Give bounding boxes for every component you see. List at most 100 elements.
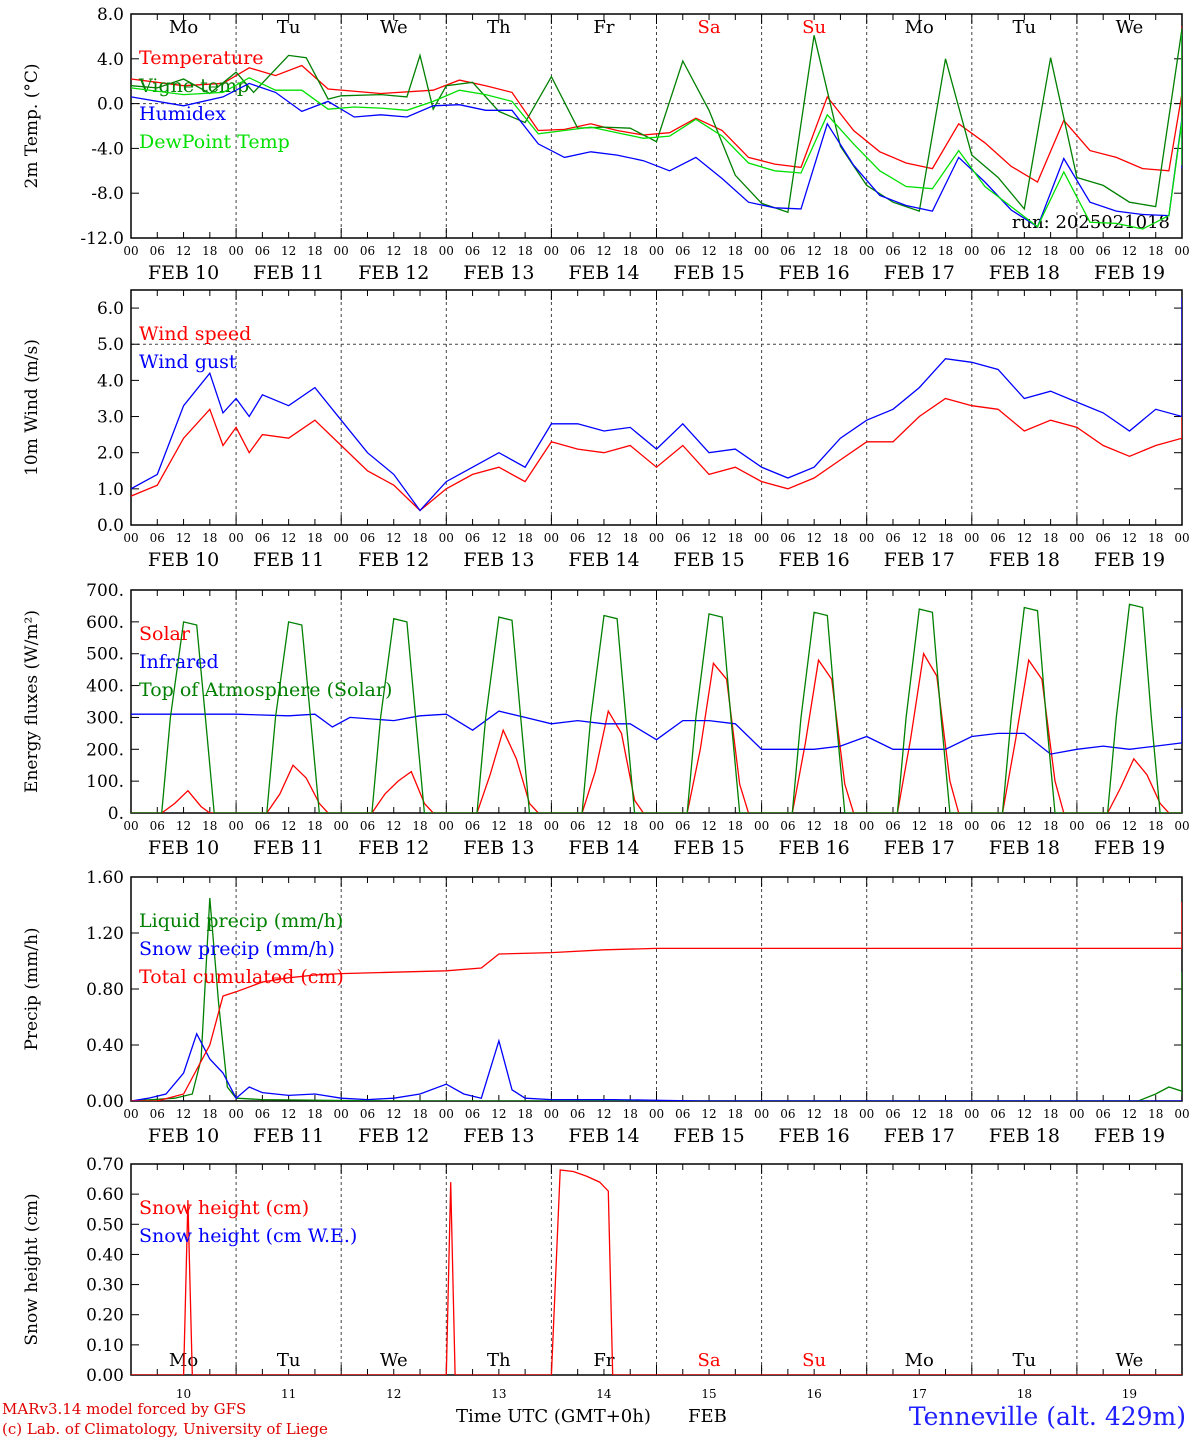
hour-tick-label: 18 — [412, 244, 427, 258]
hour-tick-label: 12 — [491, 1107, 506, 1121]
date-label: FEB 19 — [1094, 837, 1165, 859]
date-label: FEB 12 — [358, 262, 429, 284]
date-label: FEB 13 — [463, 262, 534, 284]
date-label: FEB 10 — [148, 1125, 219, 1147]
hour-tick-label: 00 — [228, 819, 243, 833]
hour-tick-label: 00 — [649, 244, 664, 258]
hour-tick-label: 12 — [701, 1107, 716, 1121]
hour-tick-label: 12 — [176, 819, 191, 833]
legend-entry: Solar — [139, 623, 191, 645]
date-label: FEB 15 — [673, 837, 744, 859]
hour-tick-label: 18 — [623, 531, 638, 545]
credit-line-2: (c) Lab. of Climatology, University of L… — [2, 1420, 328, 1438]
hour-tick-label: 06 — [1096, 244, 1111, 258]
y-tick-label: 400. — [86, 677, 124, 697]
hour-tick-label: 06 — [990, 531, 1005, 545]
hour-tick-label: 18 — [1148, 244, 1163, 258]
month-label: FEB — [688, 1406, 727, 1427]
y-tick-label: 8.0 — [97, 5, 124, 25]
y-tick-label: 1.60 — [86, 868, 124, 888]
day-name: We — [1116, 17, 1144, 38]
panel-3: 700. 600. 500. 400. 300. 200. 100. 0. Energy flu… — [22, 581, 1190, 859]
y-tick-label: 0.10 — [86, 1336, 124, 1356]
date-label: FEB 17 — [884, 837, 955, 859]
hour-tick-label: 18 — [202, 1107, 217, 1121]
hour-tick-label: 12 — [912, 1107, 927, 1121]
day-number: 11 — [281, 1387, 296, 1401]
hour-tick-label: 18 — [1148, 1107, 1163, 1121]
hour-tick-label: 06 — [570, 244, 585, 258]
y-tick-label: 1.0 — [97, 480, 124, 500]
hour-tick-label: 12 — [386, 244, 401, 258]
legend-entry: Total cumulated (cm) — [139, 966, 344, 988]
day-name: Tu — [1013, 17, 1037, 38]
hour-tick-label: 00 — [439, 531, 454, 545]
hour-tick-label: 00 — [964, 819, 979, 833]
hour-tick-label: 06 — [255, 244, 270, 258]
panel-1: 8.0 4.0 0.0 -4.0 -8.0 -12.0 2m Temp. (°C) 00 06 1… — [22, 5, 1190, 284]
y-tick-label: 0.0 — [97, 516, 124, 536]
hour-tick-label: 12 — [176, 531, 191, 545]
y-tick-label: 0.40 — [86, 1036, 124, 1056]
hour-tick-label: 00 — [859, 531, 874, 545]
hour-tick-label: 18 — [623, 244, 638, 258]
y-axis-label: 2m Temp. (°C) — [22, 63, 42, 188]
hour-tick-label: 18 — [623, 1107, 638, 1121]
series-line-wind-speed — [131, 347, 1182, 512]
y-tick-label: 4.0 — [97, 50, 124, 70]
hour-tick-label: 00 — [1069, 531, 1084, 545]
series-line-infrared — [131, 707, 1182, 755]
hour-tick-label: 18 — [307, 531, 322, 545]
hour-tick-label: 06 — [990, 1107, 1005, 1121]
hour-tick-label: 18 — [202, 531, 217, 545]
hour-tick-label: 00 — [123, 819, 138, 833]
hour-tick-label: 18 — [1148, 819, 1163, 833]
hour-tick-label: 18 — [1043, 819, 1058, 833]
hour-tick-label: 12 — [807, 819, 822, 833]
hour-tick-label: 12 — [1017, 244, 1032, 258]
hour-tick-label: 18 — [833, 244, 848, 258]
hour-tick-label: 06 — [360, 531, 375, 545]
hour-tick-label: 18 — [623, 819, 638, 833]
hour-tick-label: 06 — [1096, 531, 1111, 545]
hour-tick-label: 00 — [123, 531, 138, 545]
day-name: We — [1116, 1350, 1144, 1371]
hour-tick-label: 00 — [123, 1107, 138, 1121]
date-label: FEB 16 — [779, 549, 850, 571]
y-axis-label: Precip (mm/h) — [22, 927, 42, 1050]
hour-tick-label: 00 — [649, 819, 664, 833]
panel-2: 6.0 5.0 4.0 3.0 2.0 1.0 0.0 10m Wind (m/s) 00 06 1… — [22, 289, 1190, 571]
hour-tick-label: 12 — [491, 531, 506, 545]
hour-tick-label: 00 — [544, 1107, 559, 1121]
y-axis-label: Snow height (cm) — [22, 1193, 42, 1345]
date-label: FEB 13 — [463, 549, 534, 571]
day-name: Mo — [905, 1350, 934, 1371]
hour-tick-label: 00 — [1174, 819, 1189, 833]
day-name: Tu — [1013, 1350, 1037, 1371]
day-number: 17 — [912, 1387, 927, 1401]
hour-tick-label: 00 — [649, 531, 664, 545]
hour-tick-label: 06 — [150, 819, 165, 833]
hour-tick-label: 06 — [675, 1107, 690, 1121]
hour-tick-label: 00 — [544, 819, 559, 833]
date-label: FEB 11 — [253, 549, 324, 571]
hour-tick-label: 12 — [281, 1107, 296, 1121]
day-name: Fr — [593, 17, 614, 38]
date-label: FEB 16 — [779, 1125, 850, 1147]
hour-tick-label: 12 — [1122, 531, 1137, 545]
hour-tick-label: 12 — [596, 244, 611, 258]
day-name: Tu — [277, 17, 301, 38]
y-tick-label: 0.80 — [86, 980, 124, 1000]
date-label: FEB 10 — [148, 837, 219, 859]
hour-tick-label: 00 — [228, 244, 243, 258]
day-number: 13 — [491, 1387, 506, 1401]
date-label: FEB 19 — [1094, 262, 1165, 284]
y-tick-label: 0.70 — [86, 1155, 124, 1175]
hour-tick-label: 12 — [807, 531, 822, 545]
date-label: FEB 15 — [673, 1125, 744, 1147]
hour-tick-label: 18 — [938, 1107, 953, 1121]
hour-tick-label: 18 — [517, 244, 532, 258]
hour-tick-label: 12 — [596, 819, 611, 833]
day-number: 12 — [386, 1387, 401, 1401]
hour-tick-label: 18 — [202, 819, 217, 833]
